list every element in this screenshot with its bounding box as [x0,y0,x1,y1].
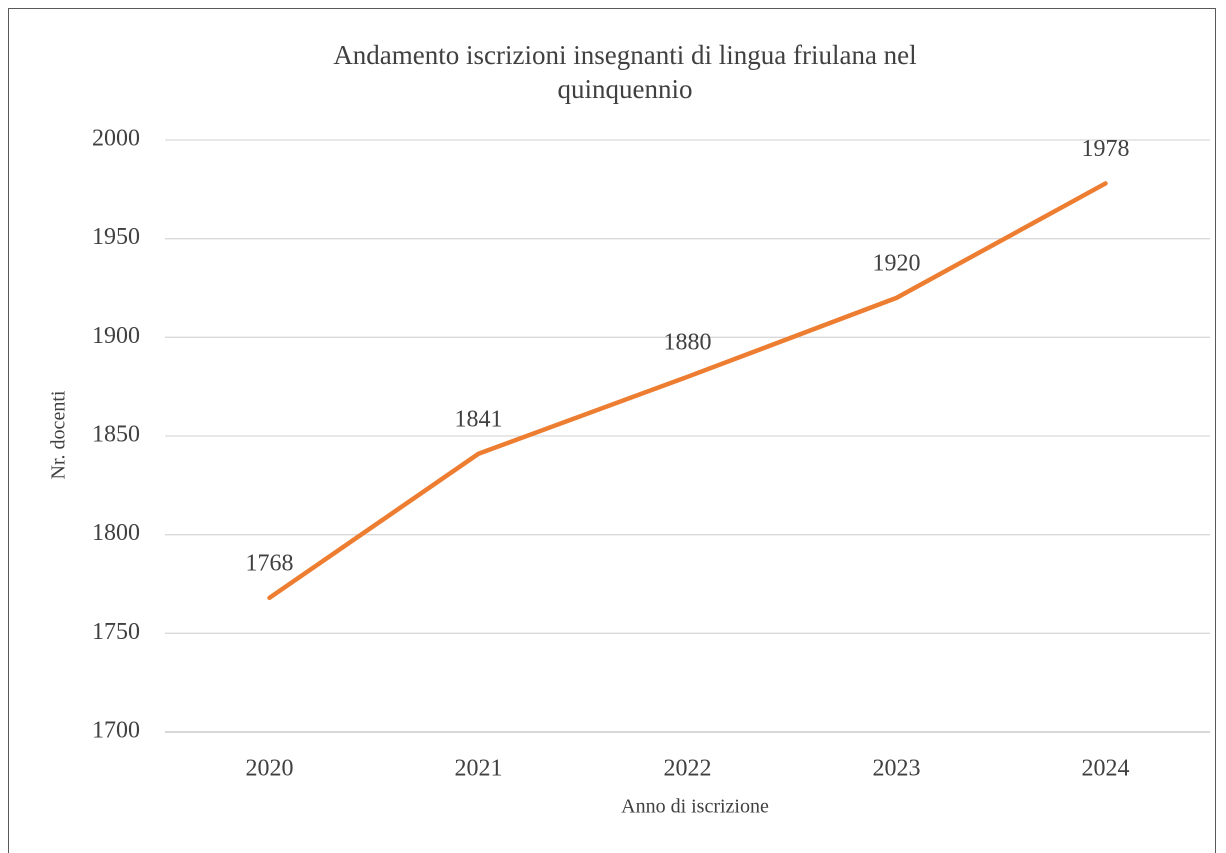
y-tick-label: 1850 [92,422,140,448]
series-line [267,181,1108,601]
data-label: 1880 [664,329,712,355]
x-tick-label: 2023 [873,756,921,782]
data-label: 1920 [873,250,921,276]
y-tick-label: 2000 [92,126,140,152]
y-tick-label: 1800 [92,520,140,546]
y-tick-label: 1950 [92,224,140,250]
x-tick-label: 2020 [246,756,294,782]
data-label: 1978 [1082,136,1130,162]
chart-title: Andamento iscrizioni insegnanti di lingu… [333,40,917,104]
data-label: 1768 [246,550,294,576]
y-axis-title: Nr. docenti [48,390,70,479]
x-tick-label: 2024 [1082,756,1130,782]
data-label: 1841 [455,406,503,432]
y-tick-label: 1700 [92,718,140,744]
y-tick-label: 1750 [92,619,140,645]
y-tick-label: 1900 [92,323,140,349]
x-tick-label: 2021 [455,756,503,782]
x-axis-title: Anno di iscrizione [621,796,769,818]
chart-frame [8,8,1216,853]
x-tick-label: 2022 [664,756,712,782]
